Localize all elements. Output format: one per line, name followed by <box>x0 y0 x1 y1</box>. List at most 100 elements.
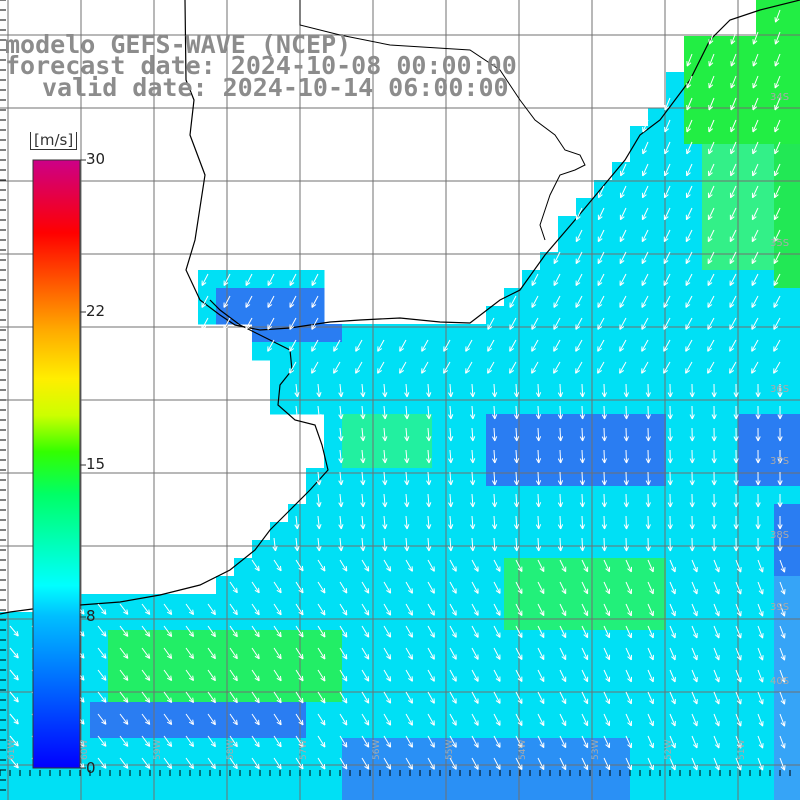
wind-arrow-head <box>340 546 344 552</box>
wind-cell <box>252 558 271 577</box>
wind-arrow-head <box>320 655 326 660</box>
wind-arrow-head <box>711 436 715 442</box>
wind-cell <box>108 630 127 649</box>
wind-arrow-head <box>123 633 129 637</box>
wind-arrow-head <box>82 631 85 637</box>
wind-arrow <box>295 405 298 419</box>
wind-arrow-head <box>342 633 348 638</box>
wind-cell <box>648 702 667 721</box>
wind-arrow <box>553 361 561 374</box>
wind-arrow <box>642 119 649 133</box>
wind-arrow <box>537 471 540 486</box>
wind-arrow <box>603 559 610 573</box>
wind-arrow-head <box>575 238 581 243</box>
wind-cell <box>0 630 19 649</box>
wind-arrow-head <box>82 675 85 681</box>
wind-arrow-head <box>323 675 326 682</box>
wind-arrow-head <box>276 721 282 726</box>
wind-cell <box>558 450 577 469</box>
wind-arrow-head <box>276 655 282 660</box>
wind-arrow-head <box>386 612 391 616</box>
wind-arrow-head <box>494 480 498 486</box>
wind-arrow-head <box>714 678 720 683</box>
wind-cell <box>486 522 505 541</box>
wind-arrow-head <box>382 502 386 508</box>
wind-arrow-head <box>780 744 785 749</box>
wind-arrow <box>427 515 430 529</box>
wind-cell <box>180 720 199 739</box>
wind-arrow-head <box>408 656 413 660</box>
wind-cell <box>576 396 595 415</box>
wind-arrow <box>664 119 671 133</box>
wind-cell <box>702 324 721 343</box>
wind-cell <box>234 648 253 667</box>
wind-arrow <box>185 603 194 615</box>
wind-arrow <box>141 647 151 659</box>
wind-cell <box>144 612 163 631</box>
wind-arrow-head <box>491 502 496 508</box>
wind-arrow-head <box>604 480 607 486</box>
wind-cell <box>630 504 649 523</box>
wind-cell <box>306 378 325 397</box>
wind-cell <box>522 738 541 757</box>
wind-cell <box>738 270 757 289</box>
wind-cell <box>612 468 631 487</box>
wind-arrow-head <box>342 721 348 726</box>
wind-cell <box>522 612 541 631</box>
wind-cell <box>558 792 577 800</box>
wind-arrow-head <box>731 40 736 45</box>
wind-arrow-head <box>13 633 19 637</box>
wind-cell <box>90 738 109 757</box>
wind-arrow <box>669 603 676 617</box>
wind-arrow <box>647 647 654 661</box>
wind-arrow-head <box>773 348 779 352</box>
wind-cell <box>594 630 613 649</box>
wind-cell <box>342 468 361 487</box>
wind-cell <box>774 324 793 343</box>
wind-cell <box>252 306 271 325</box>
wind-arrow-head <box>671 590 676 595</box>
wind-arrow-head <box>560 414 564 420</box>
wind-cell <box>288 396 307 415</box>
wind-arrow-head <box>494 392 498 398</box>
wind-arrow-head <box>669 436 673 442</box>
wind-cell <box>522 540 541 559</box>
wind-cell <box>630 774 649 793</box>
wind-cell <box>558 630 577 649</box>
wind-arrow-head <box>472 414 476 420</box>
wind-arrow-head <box>473 634 479 638</box>
wind-cell <box>774 630 793 649</box>
wind-arrow-head <box>494 458 498 464</box>
wind-cell <box>774 468 793 487</box>
wind-arrow-head <box>605 700 610 705</box>
wind-cell <box>576 216 595 235</box>
wind-arrow <box>713 713 720 727</box>
wind-arrow <box>355 339 363 352</box>
wind-cell <box>450 738 469 757</box>
wind-cell <box>324 504 343 523</box>
wind-arrow <box>421 361 429 374</box>
wind-cell <box>450 414 469 433</box>
wind-arrow-head <box>755 524 759 530</box>
wind-arrow-head <box>752 150 757 155</box>
wind-arrow-head <box>214 631 216 637</box>
wind-arrow <box>619 295 627 308</box>
wind-arrow-head <box>685 304 691 308</box>
wind-cell <box>702 450 721 469</box>
wind-cell <box>450 558 469 577</box>
wind-arrow-head <box>579 546 584 552</box>
map-title-model: modelo GEFS-WAVE (NCEP) <box>5 30 352 59</box>
wind-cell <box>684 342 703 361</box>
wind-arrow-head <box>757 436 761 442</box>
wind-cell <box>756 396 775 415</box>
wind-cell <box>450 684 469 703</box>
wind-arrow-head <box>279 763 282 769</box>
wind-cell <box>252 576 271 595</box>
wind-cell <box>612 324 631 343</box>
wind-arrow-head <box>691 458 695 464</box>
wind-arrow <box>361 625 370 638</box>
wind-cell <box>648 198 667 217</box>
wind-cell <box>306 360 325 379</box>
wind-arrow <box>317 493 320 507</box>
wind-arrow-head <box>166 633 172 637</box>
